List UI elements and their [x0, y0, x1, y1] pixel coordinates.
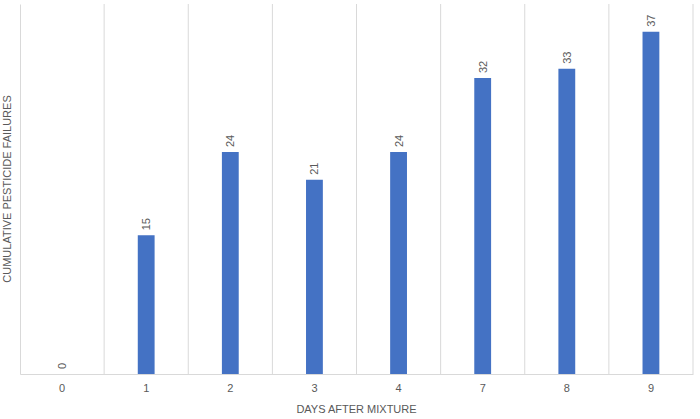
data-label: 33 [561, 52, 573, 64]
data-label: 37 [645, 15, 657, 27]
x-axis-line [21, 374, 694, 375]
x-tick-label: 1 [143, 382, 149, 394]
x-tick: 4 [396, 374, 402, 394]
bar [643, 32, 660, 374]
x-tick-label: 0 [59, 382, 65, 394]
y-axis-line [20, 5, 21, 375]
x-axis-title: DAYS AFTER MIXTURE [296, 403, 416, 415]
x-tick: 2 [227, 374, 233, 394]
x-tick: 3 [311, 374, 317, 394]
x-tick-label: 4 [396, 382, 402, 394]
bar [306, 180, 323, 374]
grid-line [524, 4, 525, 374]
x-tick-label: 3 [311, 382, 317, 394]
bar [474, 78, 491, 374]
data-label: 0 [56, 363, 68, 369]
x-tick: 9 [648, 374, 654, 394]
x-tick-label: 7 [480, 382, 486, 394]
x-tick-label: 9 [648, 382, 654, 394]
plot: 0 1 2 3 4 7 8 9 0 15 24 21 24 32 33 37 [21, 4, 694, 394]
data-labels: 0 15 24 21 24 32 33 37 [56, 15, 657, 370]
bar [222, 152, 239, 374]
grid-line [272, 4, 273, 374]
grid-line [104, 4, 105, 374]
grid [104, 4, 693, 374]
x-axis: 0 1 2 3 4 7 8 9 [21, 374, 694, 394]
data-label: 24 [393, 135, 405, 147]
x-tick: 8 [564, 374, 570, 394]
x-tick-label: 2 [227, 382, 233, 394]
x-tick: 1 [143, 374, 149, 394]
y-axis [20, 5, 21, 375]
data-label: 21 [308, 163, 320, 175]
bar [390, 152, 407, 374]
grid-line [693, 4, 694, 374]
y-axis-title: CUMULATIVE PESTICIDE FAILURES [1, 95, 13, 282]
grid-line [440, 4, 441, 374]
bar [138, 235, 155, 374]
bar [558, 69, 575, 374]
chart: 0 1 2 3 4 7 8 9 0 15 24 21 24 32 33 37 DAYS AFTER MIXTUR… [0, 0, 700, 419]
data-label: 15 [140, 218, 152, 230]
bars [138, 32, 660, 374]
data-label: 32 [477, 61, 489, 73]
x-tick: 7 [480, 374, 486, 394]
data-label: 24 [224, 135, 236, 147]
x-tick: 0 [59, 374, 65, 394]
x-tick-label: 8 [564, 382, 570, 394]
grid-line [608, 4, 609, 374]
grid-line [356, 4, 357, 374]
bar [54, 374, 71, 375]
grid-line [188, 4, 189, 374]
